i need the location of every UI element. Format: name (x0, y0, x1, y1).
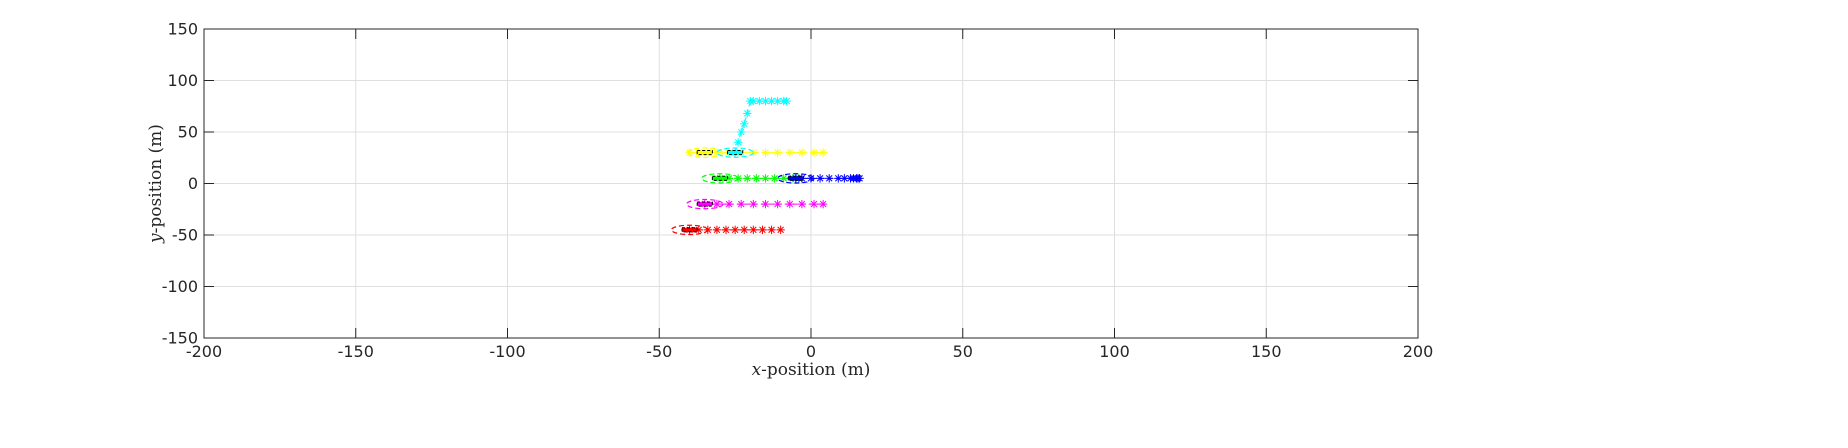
trajectory-point (797, 199, 807, 209)
trajectory-point (761, 199, 770, 209)
vehicle-rect (711, 175, 729, 181)
x-tick-label: 200 (1403, 342, 1434, 361)
data-layer (670, 96, 864, 236)
x-tick-label: 50 (953, 342, 973, 361)
trajectory-point (743, 109, 752, 118)
trajectory-point (755, 96, 764, 106)
trajectory-point (770, 174, 779, 183)
uncertainty-ellipse (670, 224, 709, 236)
trajectory-point (740, 225, 749, 235)
y-tick-label: 0 (188, 174, 198, 193)
trajectory-point (818, 148, 828, 157)
trajectory-point (749, 199, 758, 209)
uncertainty-ellipse (685, 198, 724, 210)
trajectory-point (779, 174, 788, 183)
trajectory-point (785, 148, 794, 157)
y-tick-label: 150 (167, 20, 198, 39)
vehicle-rect (787, 175, 804, 181)
uncertainty-ellipse (777, 173, 815, 184)
trajectory-point (749, 225, 758, 235)
trajectory-point (809, 199, 819, 209)
x-axis-text: -position (m) (761, 360, 870, 380)
trajectory-point (752, 174, 761, 183)
trajectory-point (773, 199, 782, 209)
trajectory-point (761, 148, 770, 157)
y-axis-label: y-position (m) (146, 124, 166, 244)
trajectory-point (809, 148, 819, 157)
x-tick-label: 0 (806, 342, 816, 361)
trajectory-point (767, 225, 776, 235)
vehicle-rect (681, 227, 698, 233)
y-tick-label: 100 (167, 71, 198, 90)
series-1 (685, 198, 828, 210)
trajectory-point (736, 127, 746, 137)
vehicle-rect (696, 150, 713, 156)
uncertainty-ellipse (716, 147, 754, 158)
axes (203, 28, 1419, 339)
vehicle-rect (727, 150, 744, 156)
trajectory-point (736, 199, 746, 209)
uncertainty-ellipse (701, 173, 739, 184)
trajectory-point (855, 174, 864, 183)
trajectory-point (758, 225, 767, 235)
trajectory-point (761, 96, 770, 106)
trajectory-point (818, 199, 828, 209)
series-5 (777, 173, 864, 184)
trajectory-point (773, 148, 782, 157)
trajectory-point (840, 174, 849, 183)
trajectory-point (740, 119, 749, 128)
trajectory-point (782, 96, 791, 106)
trajectory-point (743, 174, 752, 183)
trajectory-point (724, 199, 734, 209)
trajectory-point (749, 96, 758, 106)
x-tick-label: 150 (1251, 342, 1282, 361)
trajectory-point (712, 225, 722, 235)
series-4 (716, 96, 791, 158)
trajectory-point (712, 199, 722, 209)
x-axis-var: x (752, 360, 762, 380)
x-axis-label: x-position (m) (752, 360, 871, 380)
trajectory-point (785, 199, 794, 209)
y-axis-text: -position (m) (146, 124, 166, 233)
trajectory-point (721, 225, 731, 235)
y-axis-var: y (146, 233, 166, 244)
y-tick-label: -150 (162, 329, 198, 348)
y-tick-label: 50 (178, 123, 198, 142)
trajectory-point (733, 138, 743, 147)
trajectory-point (815, 174, 825, 183)
trajectory-point (730, 225, 740, 235)
vehicle-rect (696, 201, 713, 207)
x-tick-label: -50 (646, 342, 672, 361)
grid (204, 29, 1418, 338)
x-tick-label: -150 (338, 342, 374, 361)
uncertainty-ellipse (685, 147, 724, 158)
trajectory-point (761, 174, 770, 183)
tick-labels: -200 -150 -100 -50 0 50 100 150 200-150-100-5005… (162, 20, 1434, 362)
trajectory-point (797, 148, 807, 157)
trajectory-point (825, 174, 834, 183)
series-0 (670, 224, 785, 236)
x-tick-label: -100 (489, 342, 525, 361)
x-tick-label: -200 (186, 342, 222, 361)
trajectory-point (776, 225, 785, 235)
x-tick-label: 100 (1099, 342, 1130, 361)
y-tick-label: -50 (172, 226, 198, 245)
y-tick-label: -100 (162, 277, 198, 296)
